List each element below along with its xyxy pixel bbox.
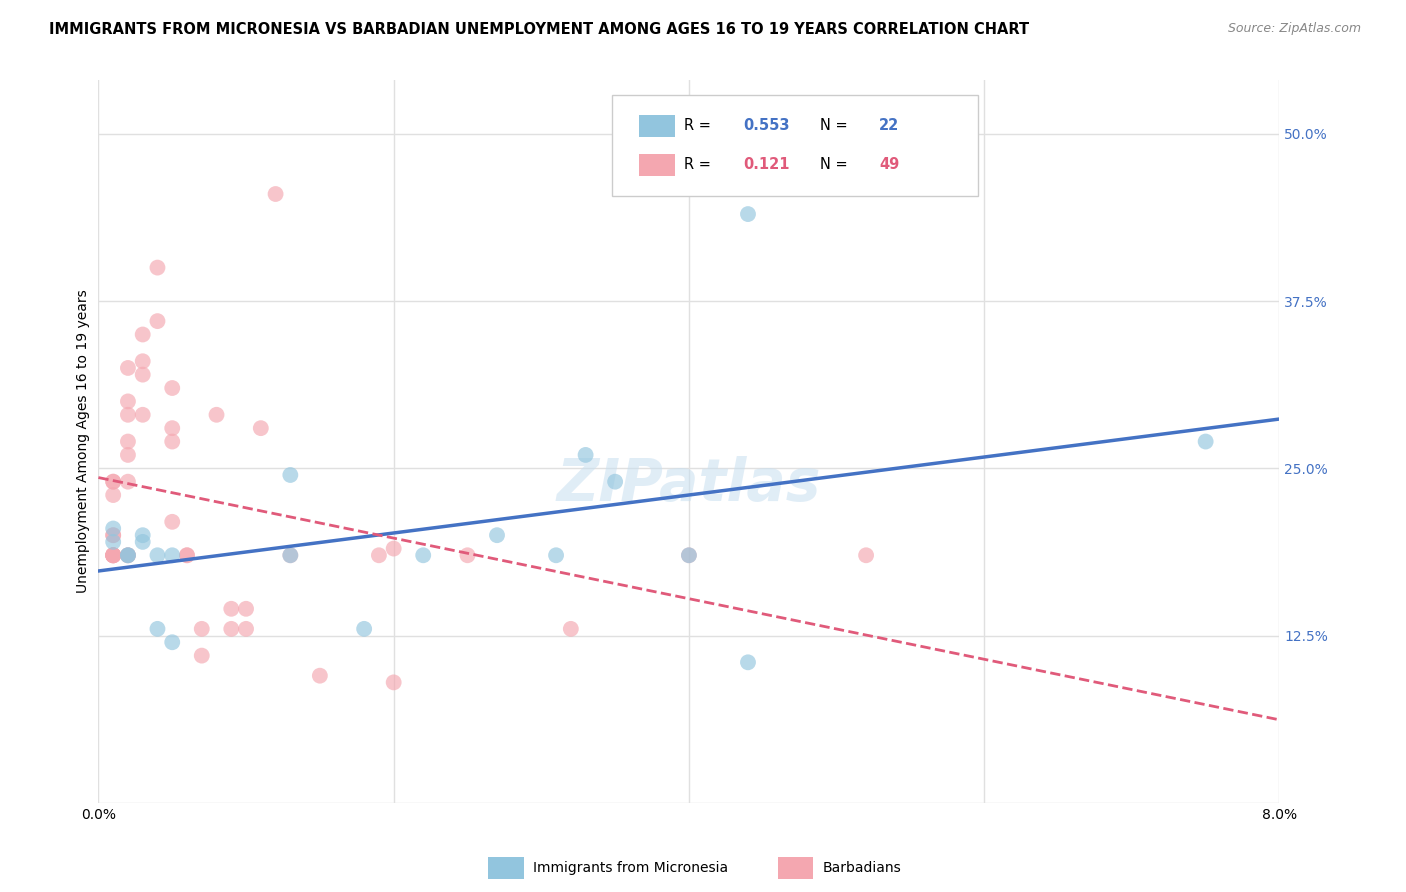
Point — [382, 541, 405, 556]
Point — [117, 408, 139, 422]
Point — [117, 394, 139, 409]
Point — [103, 548, 125, 563]
Point — [117, 548, 139, 563]
Point — [117, 548, 139, 563]
Point — [176, 548, 198, 563]
Point — [221, 602, 243, 616]
Point — [162, 381, 183, 395]
Point — [103, 475, 125, 489]
Text: Source: ZipAtlas.com: Source: ZipAtlas.com — [1227, 22, 1361, 36]
Text: Barbadians: Barbadians — [823, 861, 901, 875]
Text: 49: 49 — [879, 157, 900, 172]
Point — [117, 548, 139, 563]
Point — [132, 327, 155, 342]
Point — [103, 548, 125, 563]
Point — [132, 528, 155, 542]
FancyBboxPatch shape — [778, 857, 813, 879]
Point — [103, 488, 125, 502]
Text: R =: R = — [685, 157, 716, 172]
Text: R =: R = — [685, 119, 716, 133]
Point — [605, 475, 627, 489]
Point — [678, 548, 700, 563]
Point — [103, 548, 125, 563]
Point — [264, 187, 287, 202]
Text: 0.121: 0.121 — [744, 157, 790, 172]
Point — [103, 534, 125, 549]
Point — [737, 207, 759, 221]
Text: N =: N = — [820, 157, 852, 172]
Point — [162, 635, 183, 649]
Point — [146, 260, 169, 275]
Point — [117, 548, 139, 563]
Point — [162, 421, 183, 435]
FancyBboxPatch shape — [488, 857, 523, 879]
Text: 22: 22 — [879, 119, 900, 133]
Text: ZIPatlas: ZIPatlas — [557, 457, 821, 514]
Point — [546, 548, 568, 563]
Point — [191, 648, 214, 663]
Point — [382, 675, 405, 690]
Point — [132, 408, 155, 422]
Point — [103, 475, 125, 489]
Text: 0.553: 0.553 — [744, 119, 790, 133]
Point — [117, 448, 139, 462]
FancyBboxPatch shape — [640, 154, 675, 176]
Point — [132, 354, 155, 368]
Text: IMMIGRANTS FROM MICRONESIA VS BARBADIAN UNEMPLOYMENT AMONG AGES 16 TO 19 YEARS C: IMMIGRANTS FROM MICRONESIA VS BARBADIAN … — [49, 22, 1029, 37]
Point — [280, 548, 302, 563]
Point — [353, 622, 375, 636]
Point — [162, 515, 183, 529]
Point — [221, 622, 243, 636]
Text: Immigrants from Micronesia: Immigrants from Micronesia — [533, 861, 728, 875]
Point — [280, 548, 302, 563]
Point — [486, 528, 509, 542]
Point — [146, 314, 169, 328]
Point — [146, 548, 169, 563]
Point — [162, 548, 183, 563]
Point — [117, 475, 139, 489]
Point — [162, 434, 183, 449]
Point — [132, 368, 155, 382]
Point — [132, 534, 155, 549]
Point — [103, 548, 125, 563]
Point — [235, 622, 257, 636]
Point — [1195, 434, 1218, 449]
Point — [368, 548, 391, 563]
Point — [678, 548, 700, 563]
FancyBboxPatch shape — [640, 115, 675, 136]
Point — [176, 548, 198, 563]
Point — [146, 622, 169, 636]
Text: N =: N = — [820, 119, 852, 133]
Point — [737, 655, 759, 669]
Point — [191, 622, 214, 636]
Y-axis label: Unemployment Among Ages 16 to 19 years: Unemployment Among Ages 16 to 19 years — [76, 290, 90, 593]
Point — [855, 548, 877, 563]
Point — [250, 421, 273, 435]
Point — [457, 548, 479, 563]
Point — [103, 521, 125, 535]
Point — [280, 467, 302, 482]
Point — [575, 448, 598, 462]
Point — [309, 669, 332, 683]
Point — [205, 408, 228, 422]
Point — [117, 434, 139, 449]
Point — [412, 548, 434, 563]
Point — [103, 528, 125, 542]
Point — [103, 528, 125, 542]
Point — [103, 548, 125, 563]
FancyBboxPatch shape — [612, 95, 979, 196]
Point — [103, 548, 125, 563]
Point — [117, 361, 139, 376]
Point — [560, 622, 582, 636]
Point — [235, 602, 257, 616]
